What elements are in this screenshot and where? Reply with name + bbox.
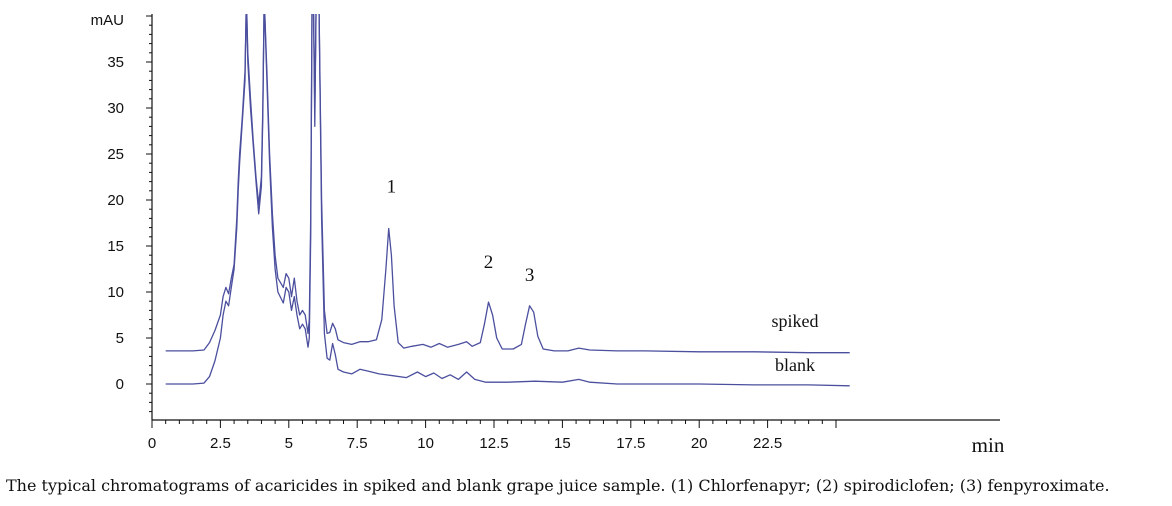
x-axis-label: min	[972, 433, 1005, 457]
y-tick-label: 25	[107, 146, 124, 163]
y-tick-label: 15	[107, 238, 124, 255]
peak-label: 3	[525, 265, 535, 286]
series-label-spiked: spiked	[771, 311, 818, 331]
y-tick-label: 20	[107, 192, 124, 209]
chromatogram-chart: 0 5 10 15 20 25 30 35 mAU 0 2.5 5 7.5 10 12.5 15 17.5 20 2…	[91, 12, 1005, 457]
y-tick-label: 10	[107, 284, 124, 301]
x-tick-label: 2.5	[210, 435, 231, 452]
y-tick-label: 30	[107, 100, 124, 117]
series-layer	[165, 14, 850, 387]
x-tick-label: 20	[691, 435, 708, 452]
y-tick-label: 5	[116, 330, 124, 347]
x-tick-label: 5	[285, 435, 293, 452]
peak-label: 1	[387, 177, 397, 198]
y-tick-label: 35	[107, 54, 124, 71]
y-tick-label: 0	[116, 376, 124, 393]
series-line-blank	[165, 14, 850, 387]
x-tick-label: 0	[148, 435, 156, 452]
peak-label: 2	[484, 252, 494, 273]
x-tick-label: 12.5	[479, 435, 508, 452]
figure-caption: The typical chromatograms of acaricides …	[6, 476, 1110, 495]
x-tick-label: 15	[554, 435, 571, 452]
axes: 0 5 10 15 20 25 30 35 mAU 0 2.5 5 7.5 10 12.5 15 17.5 20 2…	[91, 12, 1005, 457]
annotations: spiked blank 1 2 3	[387, 177, 819, 375]
series-line-spiked	[165, 14, 850, 354]
x-tick-label: 7.5	[347, 435, 368, 452]
x-tick-label: 10	[417, 435, 434, 452]
y-axis-label: mAU	[91, 12, 124, 29]
x-tick-label: 22.5	[753, 435, 782, 452]
x-tick-label: 17.5	[616, 435, 645, 452]
series-label-blank: blank	[775, 355, 815, 375]
